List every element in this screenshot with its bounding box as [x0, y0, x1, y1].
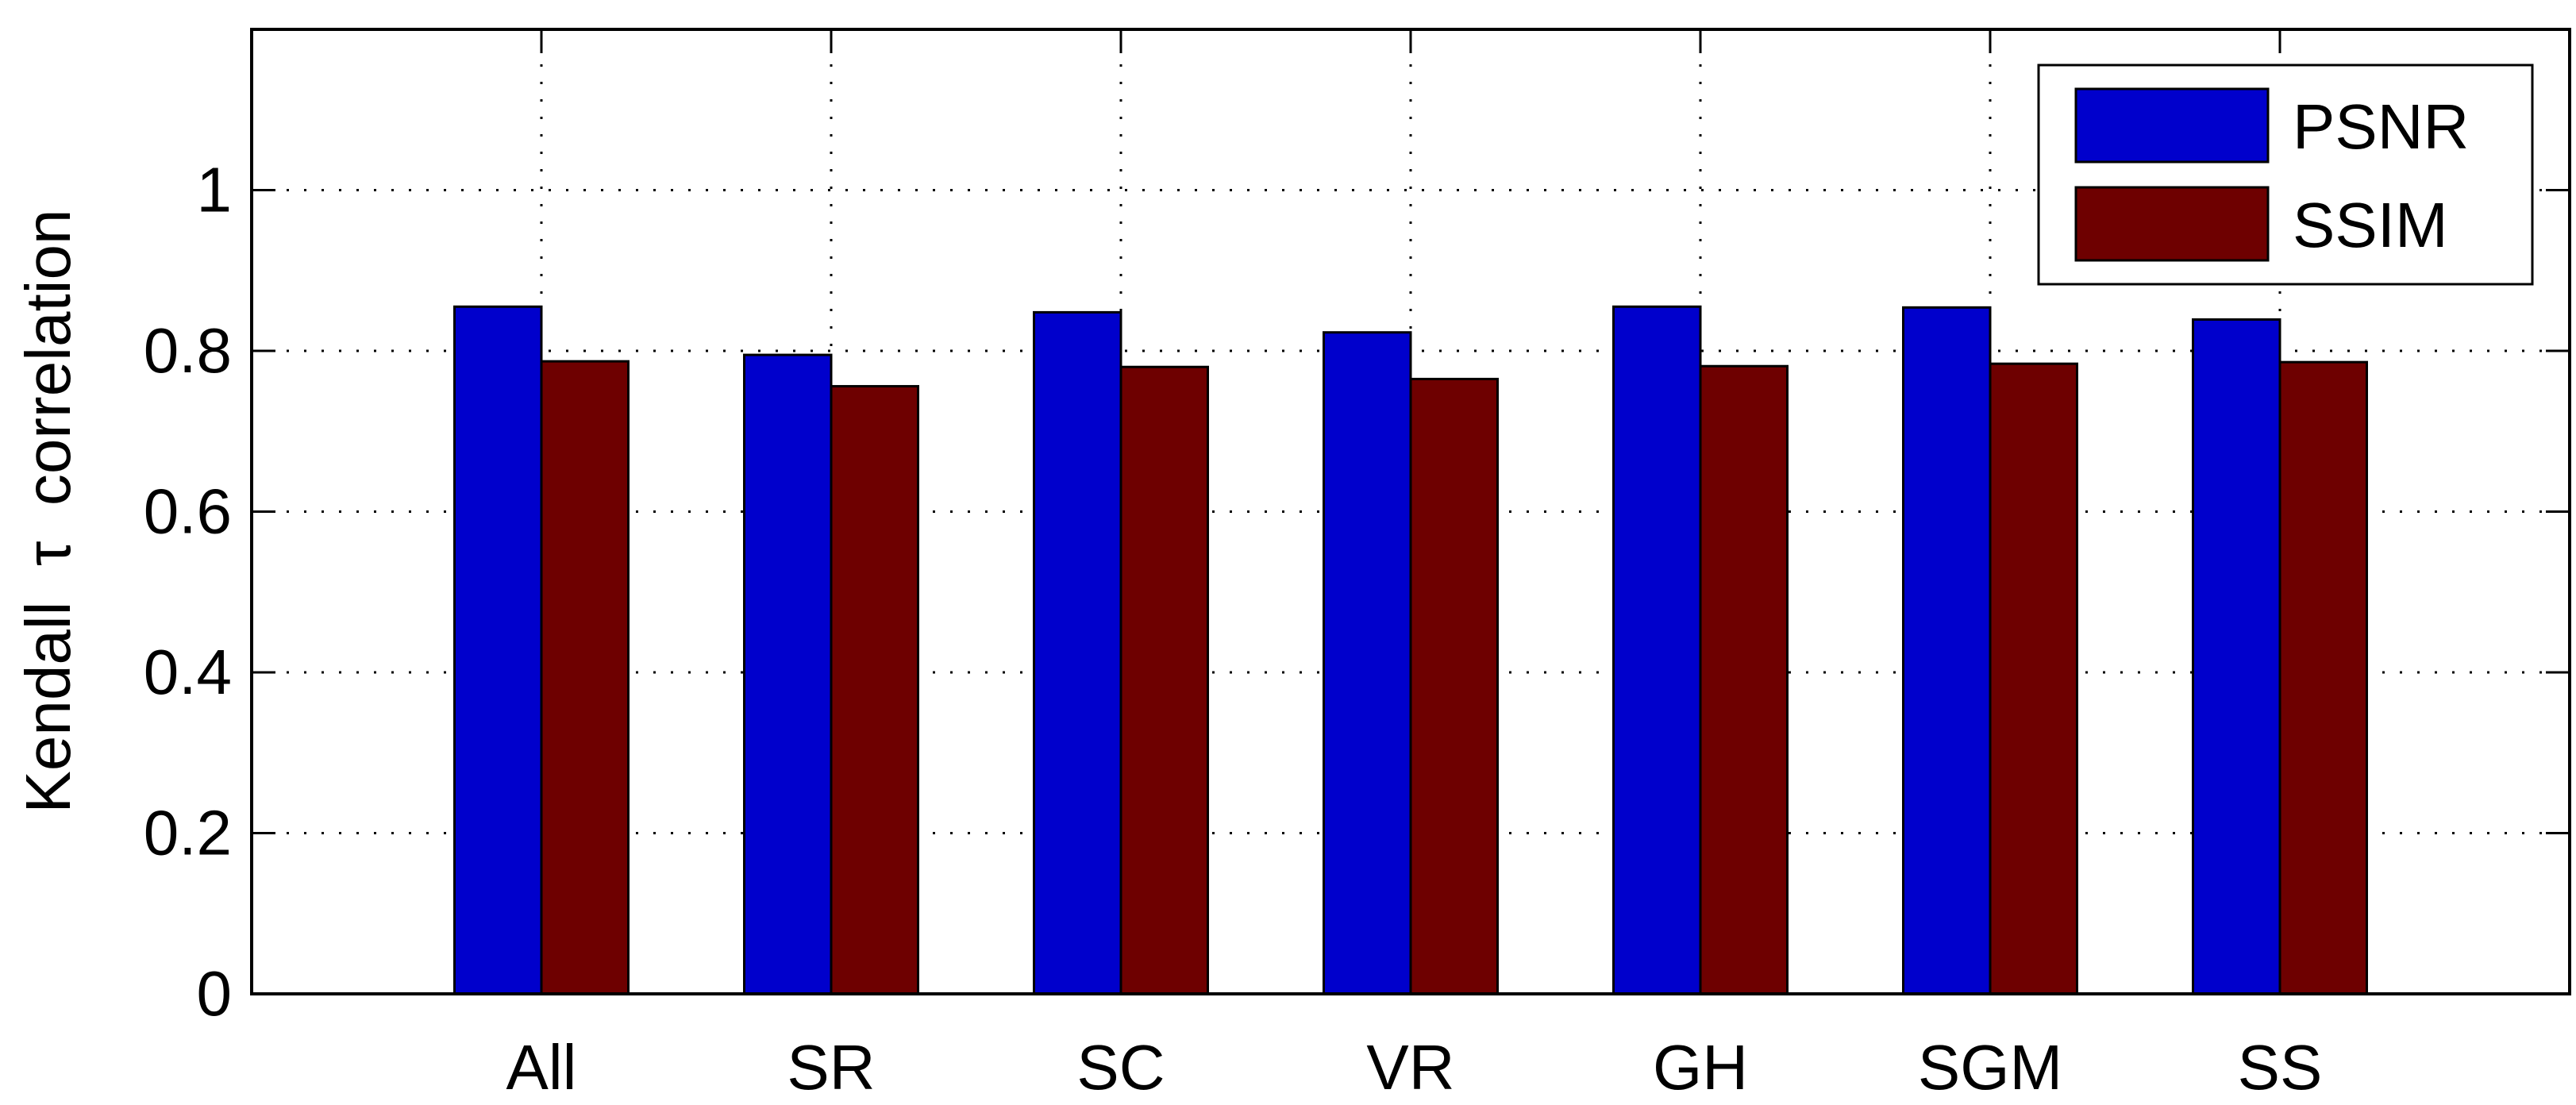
x-tick-label: SGM [1918, 1032, 2062, 1103]
x-tick-label: All [506, 1032, 577, 1103]
legend: PSNR SSIM [2037, 64, 2534, 286]
legend-label-ssim: SSIM [2293, 190, 2448, 260]
tick-labels: 0 0.2 0.4 0.6 0.8 1 All SR SC VR GH SGM SS [144, 155, 2323, 1103]
y-tick-label: 0.2 [144, 798, 232, 868]
bar-ssim-all [540, 360, 630, 995]
x-tick-label: SC [1076, 1032, 1165, 1103]
y-tick-label: 0.6 [144, 476, 232, 547]
bar-ssim-ss [2278, 360, 2368, 995]
bar-ssim-gh [1699, 364, 1789, 995]
legend-swatch-ssim [2074, 186, 2270, 262]
bar-ssim-vr [1409, 377, 1499, 995]
y-axis-label: Kendall τ correlation [13, 210, 83, 814]
legend-swatch-psnr [2074, 87, 2270, 164]
y-tick-label: 0 [197, 958, 233, 1029]
bar-ssim-sgm [1989, 362, 2078, 995]
bar-psnr-gh [1612, 305, 1702, 995]
x-tick-label: SR [787, 1032, 875, 1103]
legend-label-psnr: PSNR [2293, 91, 2469, 162]
bar-ssim-sr [830, 385, 919, 995]
bar-psnr-sgm [1902, 306, 1992, 995]
x-tick-label: GH [1653, 1032, 1748, 1103]
bar-psnr-ss [2192, 318, 2281, 995]
axis-ticks [252, 29, 2570, 995]
x-tick-label: VR [1366, 1032, 1454, 1103]
bar-psnr-sc [1033, 310, 1122, 995]
bar-ssim-sc [1119, 365, 1209, 995]
bars [453, 305, 2368, 995]
y-tick-label: 0.4 [144, 637, 232, 707]
bar-psnr-all [453, 305, 543, 995]
x-tick-label: SS [2238, 1032, 2323, 1103]
bar-psnr-vr [1323, 331, 1412, 995]
y-tick-label: 1 [197, 155, 233, 225]
bar-psnr-sr [743, 353, 833, 995]
y-tick-label: 0.8 [144, 315, 232, 386]
